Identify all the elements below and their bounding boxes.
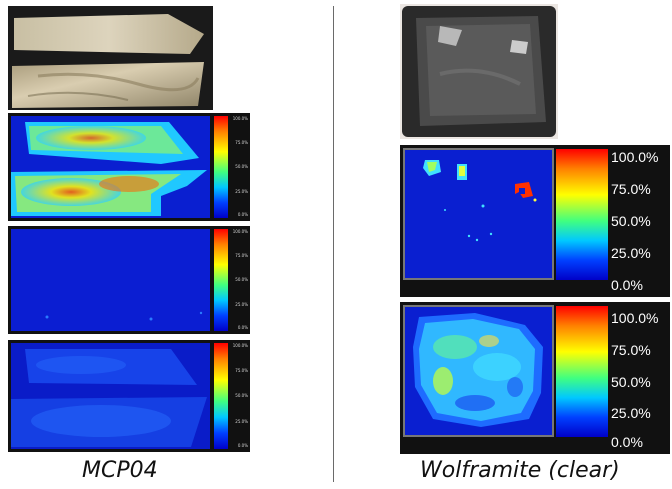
- abundance-image: [11, 343, 210, 449]
- abundance-image: [403, 148, 554, 280]
- colorbar: [556, 149, 608, 280]
- sample-photo-wolframite: [400, 4, 558, 139]
- tick-label: 50.0%: [235, 393, 248, 398]
- tick-label: 75.0%: [235, 368, 248, 373]
- tick-label: 25.0%: [235, 189, 248, 194]
- tick-label: 0.0%: [237, 325, 248, 330]
- tick-label: 100.0%: [232, 116, 248, 121]
- tick-label: 0.0%: [611, 277, 643, 293]
- abundance-map-mcp04-2: 100.0% 75.0% 50.0% 25.0% 0.0%: [8, 226, 250, 334]
- colorbar-ticks: 100.0% 75.0% 50.0% 25.0% 0.0%: [228, 116, 248, 218]
- tick-label: 0.0%: [237, 212, 248, 217]
- abundance-map-mcp04-3: 100.0% 75.0% 50.0% 25.0% 0.0%: [8, 340, 250, 452]
- tick-label: 100.0%: [611, 149, 659, 165]
- abundance-image: [403, 305, 554, 437]
- colorbar-ticks: 100.0% 75.0% 50.0% 25.0% 0.0%: [228, 343, 248, 449]
- caption-mcp04: MCP04: [82, 458, 158, 483]
- tick-label: 25.0%: [611, 245, 651, 261]
- abundance-map-wolframite-2: 100.0% 75.0% 50.0% 25.0% 0.0%: [400, 302, 670, 454]
- tick-label: 25.0%: [235, 302, 248, 307]
- tick-label: 75.0%: [611, 342, 651, 358]
- tick-label: 100.0%: [232, 343, 248, 348]
- abundance-map-wolframite-1: 100.0% 75.0% 50.0% 25.0% 0.0%: [400, 145, 670, 297]
- tick-label: 100.0%: [232, 229, 248, 234]
- tick-label: 100.0%: [611, 310, 659, 326]
- abundance-image: [11, 229, 210, 331]
- tick-label: 75.0%: [235, 253, 248, 258]
- tick-label: 50.0%: [611, 213, 651, 229]
- abundance-map-mcp04-1: 100.0% 75.0% 50.0% 25.0% 0.0%: [8, 113, 250, 221]
- tick-label: 50.0%: [235, 164, 248, 169]
- abundance-image: [11, 116, 210, 218]
- tick-label: 75.0%: [235, 140, 248, 145]
- colorbar: [556, 306, 608, 437]
- caption-wolframite: Wolframite (clear): [420, 458, 620, 483]
- colorbar-ticks: 100.0% 75.0% 50.0% 25.0% 0.0%: [609, 302, 669, 454]
- tick-label: 0.0%: [237, 443, 248, 448]
- colorbar-ticks: 100.0% 75.0% 50.0% 25.0% 0.0%: [228, 229, 248, 331]
- tick-label: 50.0%: [611, 374, 651, 390]
- tick-label: 75.0%: [611, 181, 651, 197]
- sample-photo-mcp04: [8, 6, 213, 110]
- column-divider: [333, 6, 334, 482]
- colorbar: [214, 116, 228, 218]
- tick-label: 50.0%: [235, 277, 248, 282]
- tick-label: 25.0%: [235, 419, 248, 424]
- colorbar: [214, 229, 228, 331]
- colorbar-ticks: 100.0% 75.0% 50.0% 25.0% 0.0%: [609, 145, 669, 297]
- tick-label: 0.0%: [611, 434, 643, 450]
- colorbar: [214, 343, 228, 449]
- tick-label: 25.0%: [611, 405, 651, 421]
